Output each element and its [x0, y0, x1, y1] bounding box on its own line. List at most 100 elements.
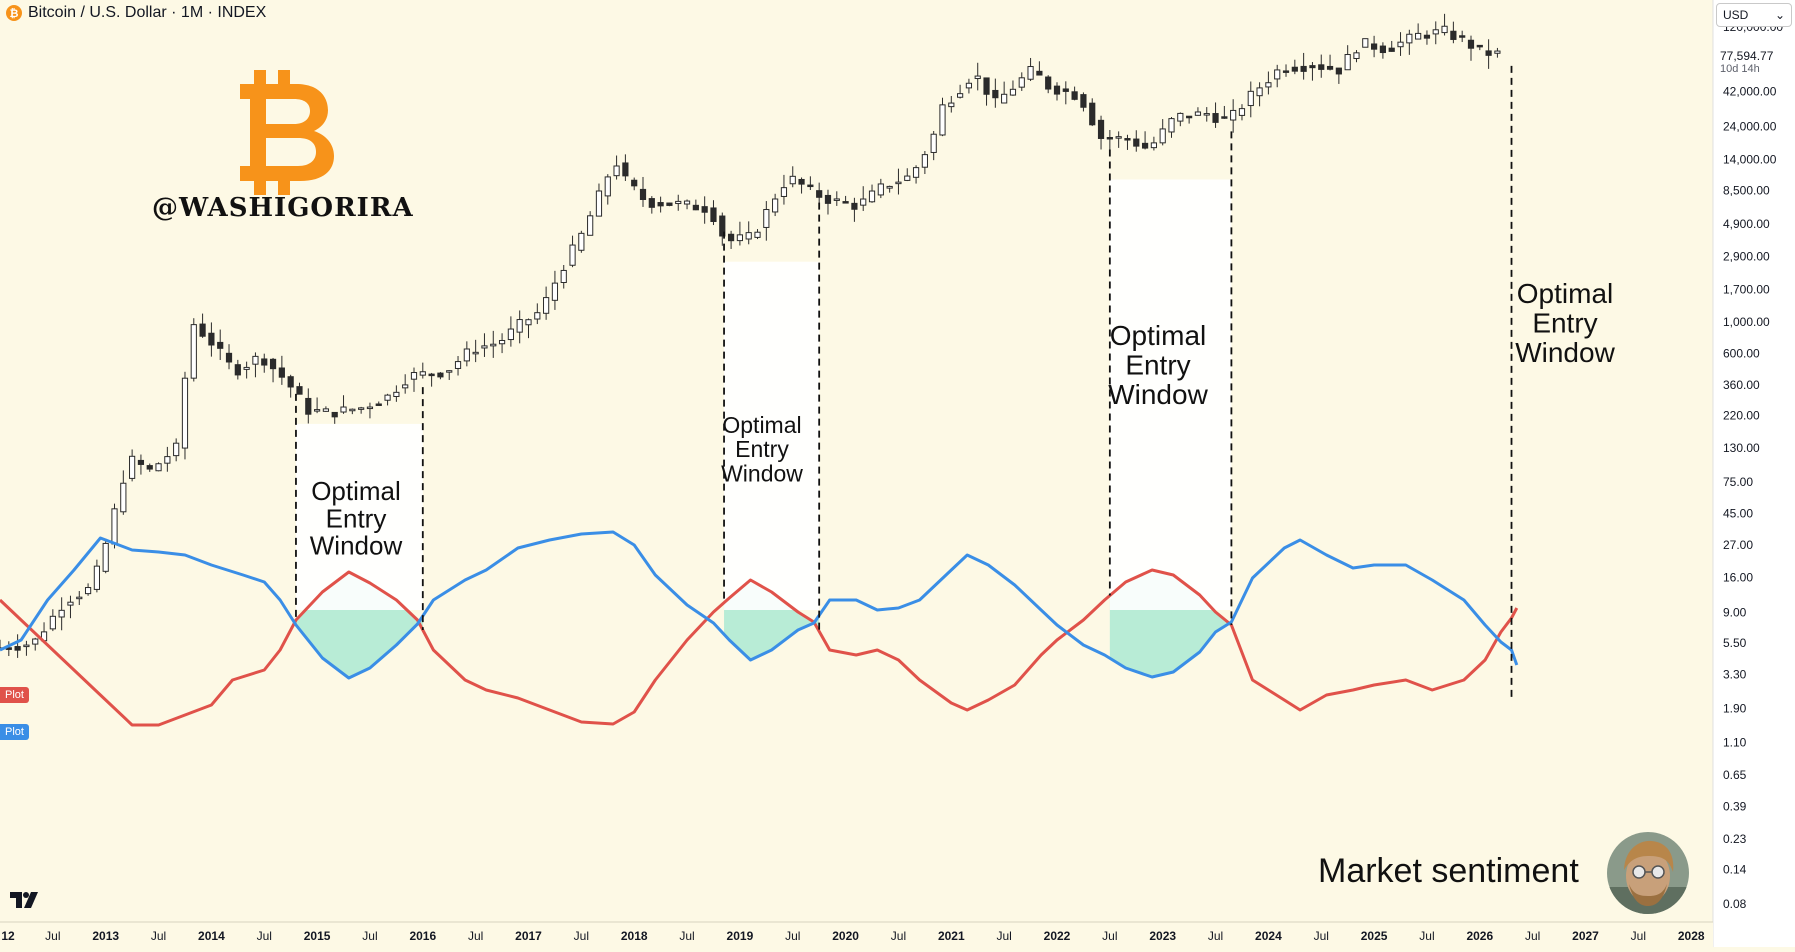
time-tick-label: 2021 — [938, 929, 965, 943]
candle-body — [507, 328, 514, 341]
candle-body — [261, 358, 268, 366]
candle-body — [252, 355, 259, 365]
candle-body — [560, 269, 567, 284]
time-axis: 12 Jul 2013 Jul 2014 Jul 2015 Jul 2016 Jul 2017 Jul… — [1, 929, 1705, 943]
candle-body — [437, 372, 444, 378]
candle-body — [243, 366, 250, 370]
entry-window-label-line: Optimal — [722, 412, 801, 438]
candle-body — [983, 77, 990, 95]
tradingview-logo[interactable] — [10, 890, 42, 910]
candle-body — [278, 367, 285, 378]
time-tick-label: Jul — [1314, 929, 1329, 943]
blue-indicator-line[interactable] — [0, 530, 1519, 680]
candle-body — [402, 384, 409, 389]
price-tick-label: 2,900.00 — [1723, 250, 1770, 264]
candle-body — [516, 319, 523, 333]
price-tick-label: 16.00 — [1723, 570, 1753, 584]
candle-body — [745, 232, 752, 240]
entry-window-label-line: Entry — [1125, 349, 1190, 380]
bitcoin-icon: ₿ — [6, 5, 22, 21]
candle-body — [1238, 108, 1246, 116]
candle-body — [340, 406, 347, 413]
candle-body — [780, 187, 788, 197]
candle-body — [1450, 30, 1457, 40]
candle-body — [181, 377, 189, 449]
author-handle: @WASHIGORIRA — [152, 193, 414, 223]
price-tick-label: 3.30 — [1723, 668, 1747, 682]
candle-body — [217, 341, 224, 349]
candle-body — [1467, 39, 1475, 49]
candle-body — [798, 178, 805, 185]
candle-body — [701, 206, 708, 213]
time-tick-label: Jul — [362, 929, 377, 943]
candle-body — [146, 465, 153, 470]
candle-body — [137, 459, 145, 465]
candle-body — [173, 442, 180, 457]
time-tick-label: 2023 — [1149, 929, 1176, 943]
time-tick-label: Jul — [257, 929, 272, 943]
candle-body — [1423, 34, 1431, 39]
symbol-title[interactable]: Bitcoin / U.S. Dollar · 1M · INDEX — [28, 4, 267, 21]
time-tick-label: Jul — [679, 929, 694, 943]
candle-body — [657, 202, 664, 207]
time-tick-label: Jul — [1631, 929, 1646, 943]
price-tick-label: 4,900.00 — [1723, 217, 1770, 231]
candle-body — [428, 373, 435, 377]
bar-countdown: 10d 14h — [1720, 63, 1760, 75]
bitcoin-symbol-logo — [240, 70, 334, 195]
candle-body — [1071, 91, 1078, 100]
candle-body — [269, 358, 277, 370]
candle-body — [727, 233, 735, 242]
blue-plot-label[interactable]: Plot — [0, 724, 29, 740]
currency-selector[interactable]: USD ⌄ — [1716, 3, 1792, 27]
candle-body — [1089, 102, 1096, 126]
candle-body — [534, 312, 541, 320]
candle-body — [366, 406, 374, 410]
candle-body — [763, 209, 770, 228]
time-tick-label: Jul — [1419, 929, 1434, 943]
candle-body — [992, 89, 999, 99]
candle-body — [1274, 69, 1281, 80]
candle-body — [164, 456, 171, 464]
candle-body — [129, 455, 136, 479]
candle-body — [1168, 118, 1175, 133]
entry-window-label-line: Optimal — [1110, 320, 1206, 351]
red-plot-label[interactable]: Plot — [0, 687, 29, 703]
time-tick-label: 12 — [1, 929, 15, 943]
candle-body — [349, 408, 356, 412]
candle-body — [957, 93, 964, 98]
time-tick-label: 2017 — [515, 929, 542, 943]
candle-body — [14, 646, 21, 651]
candle-body — [860, 198, 867, 206]
price-tick-label: 1,700.00 — [1723, 283, 1770, 297]
candle-body — [736, 234, 743, 242]
candle-body — [1441, 25, 1448, 34]
price-tick-label: 1.90 — [1723, 702, 1747, 716]
candle-body — [675, 200, 682, 205]
market-sentiment-caption: Market sentiment — [1318, 852, 1579, 890]
time-tick-label: Jul — [785, 929, 800, 943]
time-tick-label: Jul — [574, 929, 589, 943]
candle-body — [1009, 88, 1017, 96]
candle-body — [754, 231, 761, 238]
candle-body — [1230, 109, 1237, 121]
candle-body — [824, 194, 832, 204]
price-tick-label: 45.00 — [1723, 506, 1753, 520]
candle-body — [199, 323, 206, 337]
entry-window-label: Optimal Entry Window — [1108, 320, 1208, 410]
last-price: 77,594.77 — [1720, 49, 1774, 63]
candle-body — [23, 644, 30, 648]
price-tick-label: 42,000.00 — [1723, 85, 1777, 99]
candle-body — [1344, 54, 1351, 71]
candle-body — [1335, 67, 1342, 75]
chart-header: ₿ Bitcoin / U.S. Dollar · 1M · INDEX — [6, 4, 266, 22]
candle-body — [234, 364, 241, 376]
candle-body — [1036, 70, 1043, 76]
candle-body — [1362, 38, 1369, 48]
candle-body — [622, 162, 629, 177]
candle-body — [419, 371, 426, 376]
candle-body — [472, 351, 479, 355]
candle-body — [49, 615, 56, 630]
time-axis-panel — [0, 922, 1713, 947]
